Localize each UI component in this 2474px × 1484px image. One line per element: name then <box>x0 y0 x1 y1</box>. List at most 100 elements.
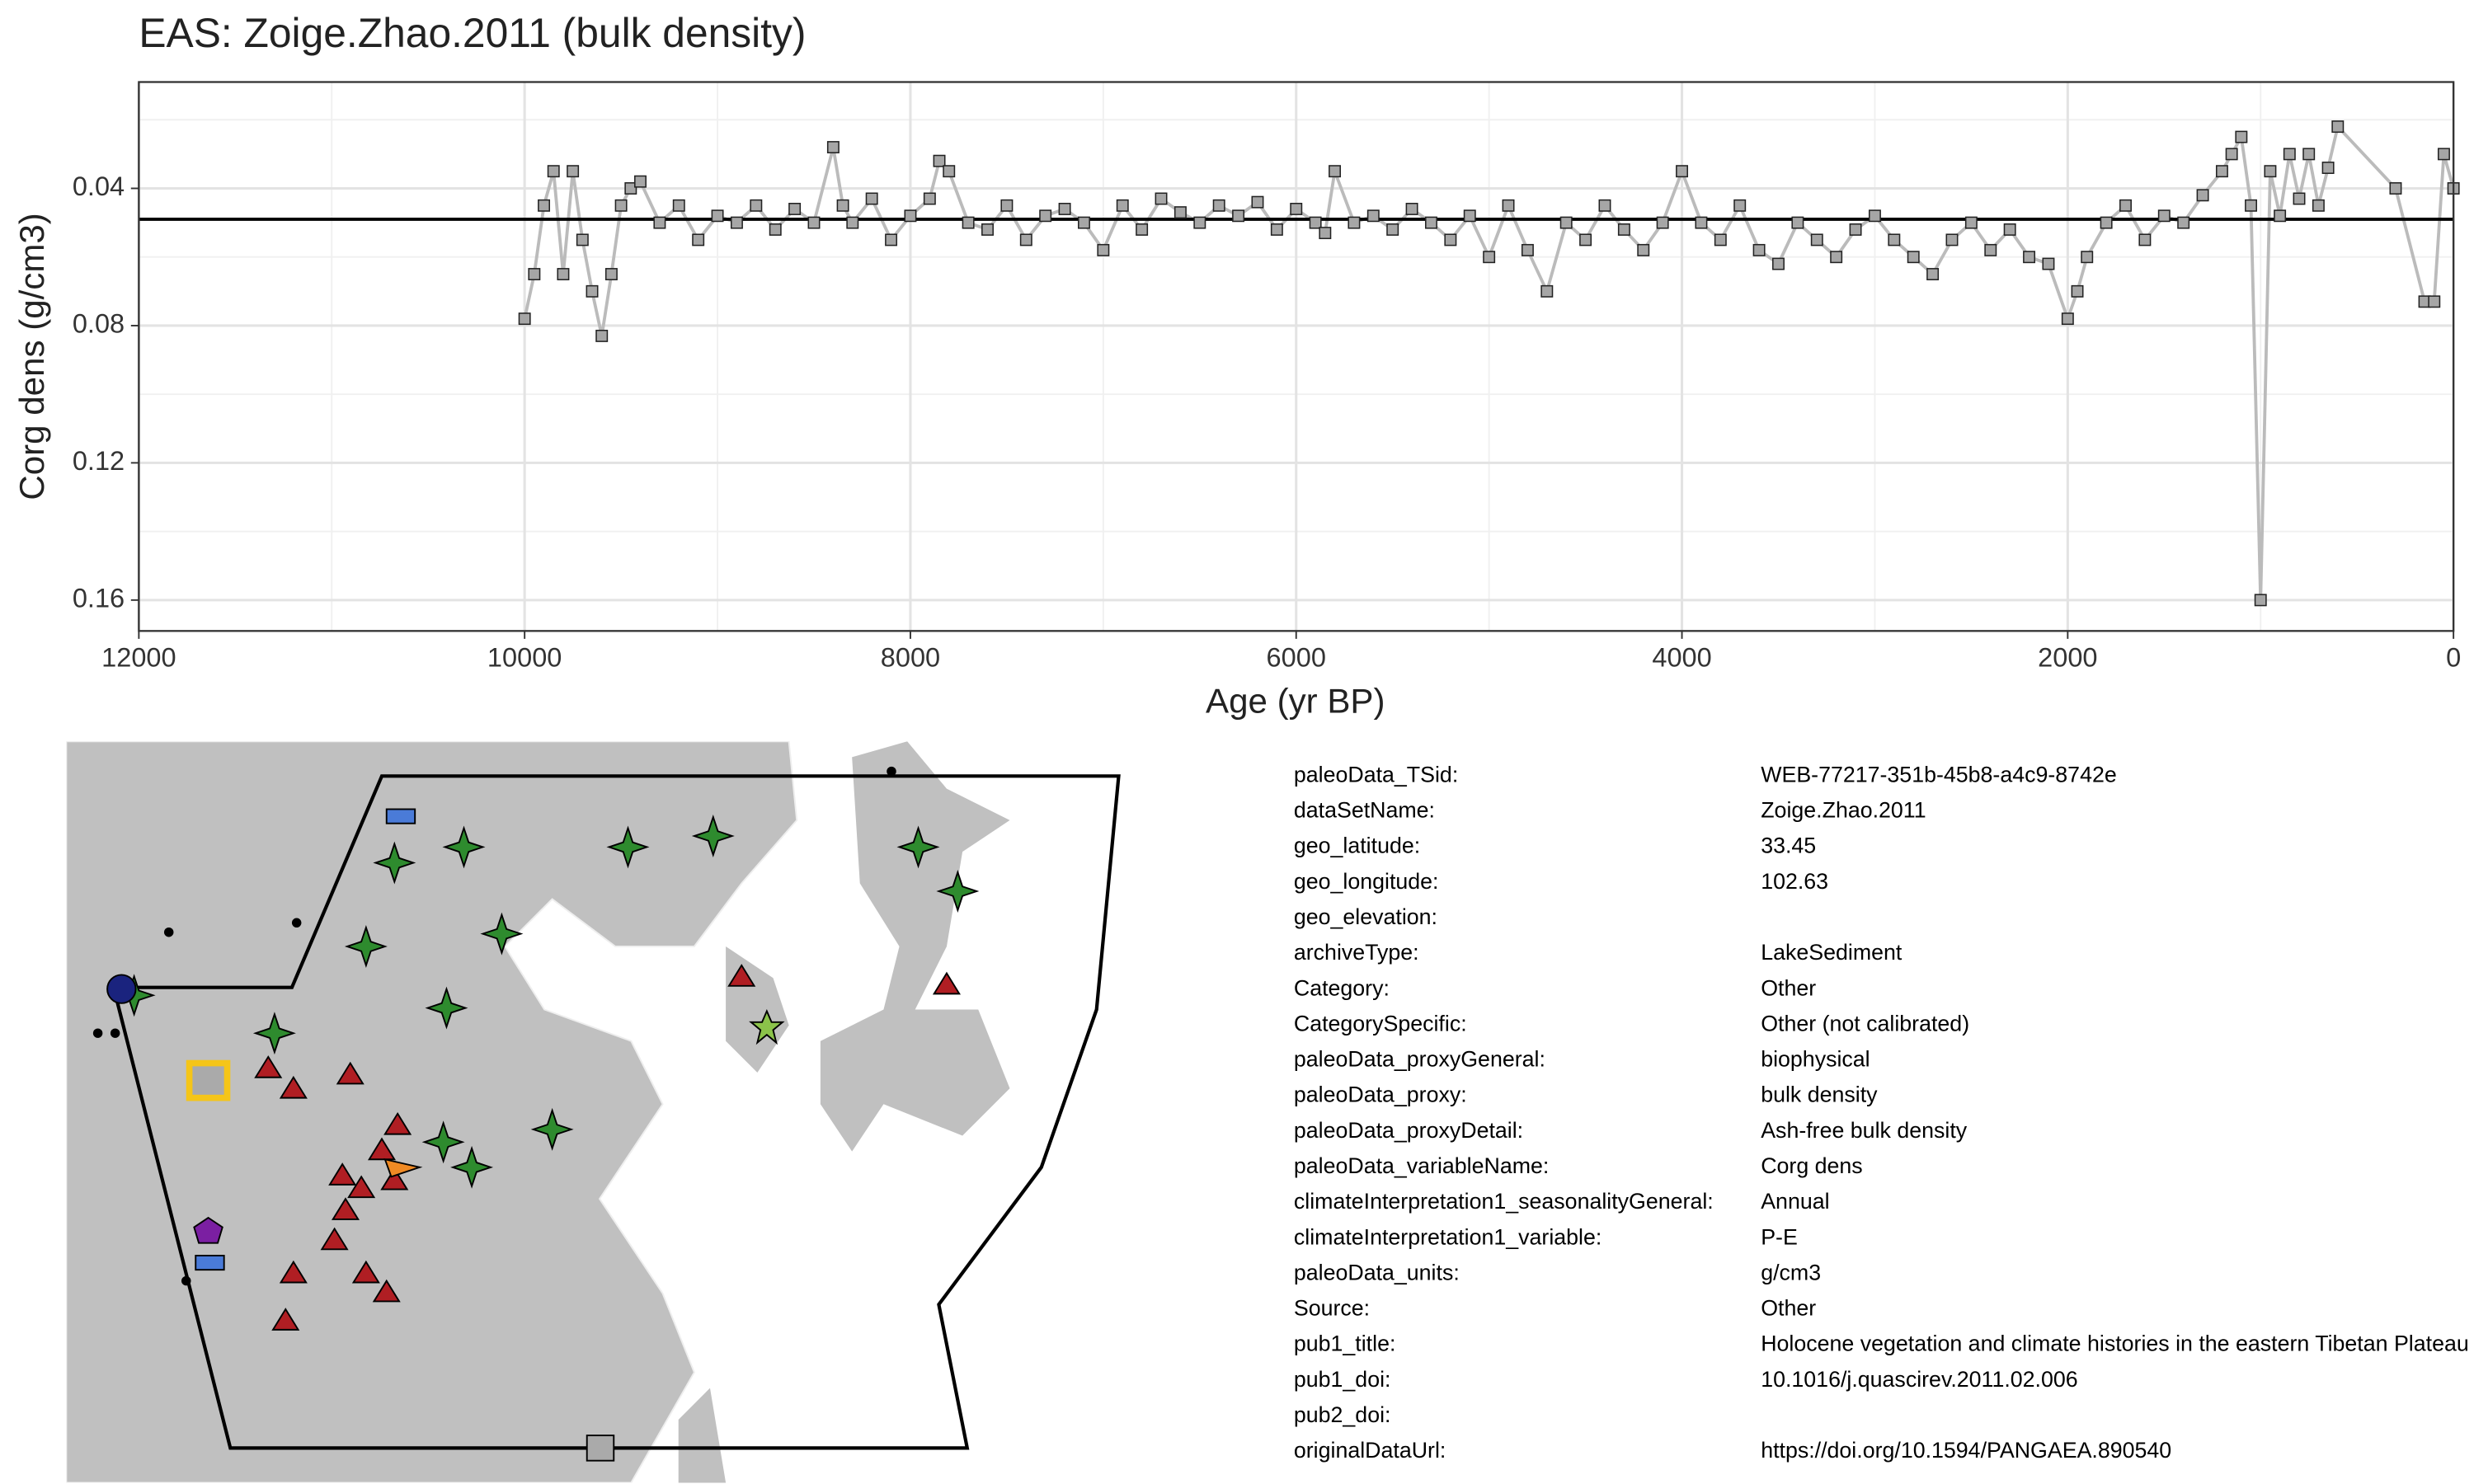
data-point <box>1521 243 1534 256</box>
x-tick-label: 4000 <box>1652 642 1711 672</box>
data-point <box>2389 182 2402 195</box>
data-point <box>1656 216 1669 229</box>
data-point <box>2042 257 2055 270</box>
x-tick-label: 2000 <box>2038 642 2097 672</box>
metadata-value: biophysical <box>1761 1047 1870 1072</box>
land <box>726 946 789 1073</box>
metadata-key: paleoData_units: <box>1294 1260 1460 1284</box>
data-point <box>1714 233 1727 247</box>
data-point <box>2254 594 2267 607</box>
data-point <box>1964 216 1978 229</box>
data-point <box>1270 223 1283 236</box>
data-point <box>2225 148 2238 161</box>
x-axis-label: Age (yr BP) <box>1206 681 1385 720</box>
data-point <box>1136 223 1149 236</box>
region-outline <box>111 774 1121 1450</box>
data-point <box>1232 209 1245 223</box>
data-point <box>692 233 705 247</box>
metadata-key: geo_elevation: <box>1294 904 1437 929</box>
data-point <box>1830 251 1843 264</box>
data-point <box>1483 251 1496 264</box>
data-point <box>1058 202 1071 215</box>
data-point <box>634 175 647 188</box>
data-point <box>2215 165 2228 178</box>
data-point <box>528 268 541 280</box>
plot-border <box>138 81 2455 632</box>
data-point <box>2071 284 2084 298</box>
data-point <box>2274 209 2287 223</box>
data-point <box>1290 202 1303 215</box>
metadata-value: 10.1016/j.quascirev.2011.02.006 <box>1761 1367 2077 1392</box>
data-point <box>1193 216 1206 229</box>
metadata-key: pub2_doi: <box>1294 1402 1391 1427</box>
data-point <box>624 182 637 195</box>
metadata-key: paleoData_TSid: <box>1294 762 1458 787</box>
data-point <box>2177 216 2190 229</box>
data-point <box>923 192 936 205</box>
data-point <box>2312 199 2325 212</box>
data-point <box>1097 243 1110 256</box>
data-point <box>1251 195 1264 209</box>
data-point <box>2302 148 2316 161</box>
data-point <box>904 209 917 223</box>
data-point <box>586 284 599 298</box>
x-tick-label: 8000 <box>881 642 940 672</box>
data-point <box>567 165 580 178</box>
data-point <box>1405 202 1418 215</box>
chart-title: EAS: Zoige.Zhao.2011 (bulk density) <box>139 10 806 56</box>
metadata-value: 33.45 <box>1761 834 1816 858</box>
metadata-table: paleoData_TSid: WEB-77217-351b-45b8-a4c9-… <box>1294 762 2469 1463</box>
data-point <box>1039 209 1052 223</box>
data-point <box>1540 284 1554 298</box>
data-point <box>518 312 531 326</box>
land <box>820 741 1010 1152</box>
metadata-key: paleoData_proxy: <box>1294 1082 1467 1107</box>
data-point <box>865 192 878 205</box>
data-point <box>547 165 560 178</box>
data-point <box>2283 148 2296 161</box>
data-point <box>614 199 628 212</box>
metadata-key: pub1_title: <box>1294 1331 1396 1356</box>
data-point <box>1810 233 1823 247</box>
metadata-value: Zoige.Zhao.2011 <box>1761 798 1926 823</box>
data-point <box>1637 243 1650 256</box>
data-point <box>933 154 946 167</box>
data-point <box>1849 223 1862 236</box>
plot-area: 12000 10000 8000 6000 4000 2000 0 0.04 0.08 0.12 0… <box>73 81 2461 672</box>
data-point <box>981 223 994 236</box>
data-point <box>1926 268 1940 280</box>
data-point <box>962 216 975 229</box>
metadata-value: Other <box>1761 975 1816 1000</box>
data-point <box>1319 227 1332 240</box>
data-point <box>730 216 743 229</box>
data-point <box>2264 165 2277 178</box>
metadata-value: bulk density <box>1761 1082 1878 1107</box>
data-point <box>2081 251 2094 264</box>
data-point <box>2437 148 2450 161</box>
y-axis-label: Corg dens (g/cm3) <box>12 213 51 500</box>
y-tick-label: 0.04 <box>73 171 125 201</box>
data-point <box>1868 209 1881 223</box>
metadata-value: 102.63 <box>1761 869 1828 894</box>
data-point <box>576 233 589 247</box>
data-point <box>1174 206 1187 219</box>
metadata-value: LakeSediment <box>1761 940 1903 965</box>
metadata-key: climateInterpretation1_variable: <box>1294 1224 1602 1249</box>
data-point <box>943 165 956 178</box>
data-point <box>1116 199 1129 212</box>
data-point <box>2293 192 2306 205</box>
metadata-key: Source: <box>1294 1296 1370 1321</box>
x-tick-label: 10000 <box>487 642 562 672</box>
data-point <box>1791 216 1804 229</box>
metadata-value: P-E <box>1761 1224 1798 1249</box>
metadata-key: originalDataUrl: <box>1294 1438 1446 1463</box>
data-point <box>1077 216 1090 229</box>
data-point <box>1463 209 1476 223</box>
data-point <box>2245 199 2257 212</box>
data-point <box>2321 162 2335 174</box>
metadata-value: Other <box>1761 1296 1816 1321</box>
data-point <box>557 268 570 280</box>
data-point <box>1155 192 1168 205</box>
